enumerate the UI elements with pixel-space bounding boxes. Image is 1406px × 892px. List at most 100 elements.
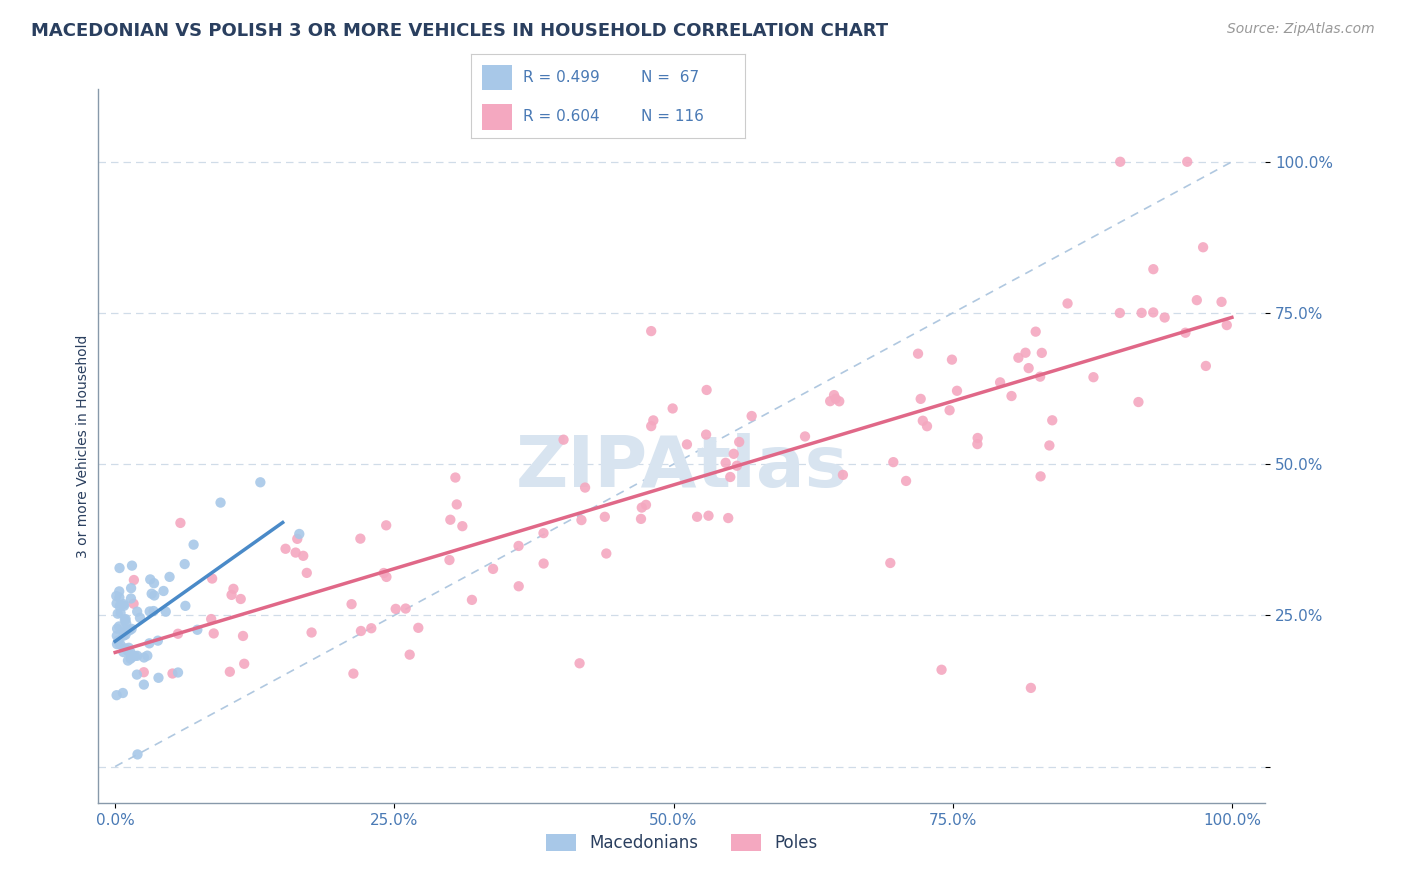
Point <box>828 394 851 409</box>
Point <box>132 650 155 665</box>
Point <box>696 383 718 397</box>
Point <box>508 539 530 553</box>
Point <box>439 513 461 527</box>
Point <box>118 640 141 655</box>
Point <box>112 645 135 659</box>
Point <box>824 392 846 406</box>
Point <box>110 606 132 620</box>
Point <box>695 427 717 442</box>
Point <box>202 626 225 640</box>
Point <box>107 633 129 648</box>
Point <box>640 324 662 338</box>
Point <box>108 599 131 614</box>
Point <box>127 648 149 663</box>
Point <box>350 624 373 638</box>
Point <box>221 588 243 602</box>
Point <box>167 626 190 640</box>
Point <box>209 495 232 509</box>
Point <box>1000 389 1022 403</box>
Point <box>741 409 763 423</box>
Point <box>482 562 505 576</box>
Point <box>640 419 662 434</box>
Point <box>349 532 371 546</box>
Point <box>1142 262 1164 277</box>
Point <box>818 394 841 409</box>
FancyBboxPatch shape <box>482 104 512 130</box>
Point <box>966 431 988 445</box>
Point <box>124 648 146 663</box>
Point <box>941 352 963 367</box>
Point <box>1211 294 1233 309</box>
Text: R = 0.604: R = 0.604 <box>523 109 600 124</box>
Point <box>907 347 929 361</box>
Point <box>108 561 131 575</box>
Point <box>571 513 593 527</box>
Point <box>125 667 148 681</box>
Text: Source: ZipAtlas.com: Source: ZipAtlas.com <box>1227 22 1375 37</box>
Point <box>233 657 256 671</box>
Point <box>686 509 709 524</box>
Point <box>1128 395 1150 409</box>
Point <box>1025 325 1047 339</box>
Point <box>823 388 845 402</box>
Point <box>108 619 131 633</box>
Point <box>222 582 245 596</box>
Point <box>122 597 145 611</box>
Text: ZIPAtlas: ZIPAtlas <box>516 433 848 502</box>
Point <box>342 666 364 681</box>
Point <box>108 591 131 605</box>
Point <box>946 384 969 398</box>
Point <box>1195 359 1218 373</box>
Text: MACEDONIAN VS POLISH 3 OR MORE VEHICLES IN HOUSEHOLD CORRELATION CHART: MACEDONIAN VS POLISH 3 OR MORE VEHICLES … <box>31 22 889 40</box>
Point <box>461 593 484 607</box>
Point <box>111 686 134 700</box>
Point <box>143 576 166 591</box>
Point <box>725 458 748 473</box>
Point <box>911 414 934 428</box>
Point <box>630 500 652 515</box>
Point <box>451 519 474 533</box>
Point <box>146 633 169 648</box>
Point <box>717 511 740 525</box>
Point <box>155 605 177 619</box>
Point <box>108 584 131 599</box>
Point <box>292 549 315 563</box>
Point <box>183 538 205 552</box>
Point <box>553 433 575 447</box>
Point <box>574 481 596 495</box>
Point <box>340 597 363 611</box>
Point <box>938 403 960 417</box>
Point <box>229 592 252 607</box>
Point <box>112 597 135 611</box>
Point <box>508 579 530 593</box>
Point <box>714 456 737 470</box>
Point <box>127 605 149 619</box>
Point <box>121 650 143 665</box>
Point <box>1031 346 1053 360</box>
Point <box>142 604 165 618</box>
Point <box>1185 293 1208 307</box>
Point <box>630 512 652 526</box>
Point <box>661 401 683 416</box>
Point <box>931 663 953 677</box>
Point <box>132 665 155 680</box>
Point <box>120 591 142 606</box>
Point <box>832 467 855 482</box>
Point <box>1029 369 1052 384</box>
Point <box>1174 326 1197 340</box>
Text: N =  67: N = 67 <box>641 70 699 85</box>
Point <box>723 447 745 461</box>
Point <box>120 651 142 665</box>
Point <box>288 527 311 541</box>
Point <box>373 566 395 580</box>
Point <box>1142 305 1164 319</box>
Point <box>143 589 166 603</box>
Point <box>218 665 240 679</box>
Point <box>105 596 128 610</box>
Point <box>446 498 468 512</box>
Point <box>1192 240 1215 254</box>
Point <box>718 470 741 484</box>
Point <box>360 621 382 635</box>
Point <box>162 666 184 681</box>
Point <box>988 376 1011 390</box>
